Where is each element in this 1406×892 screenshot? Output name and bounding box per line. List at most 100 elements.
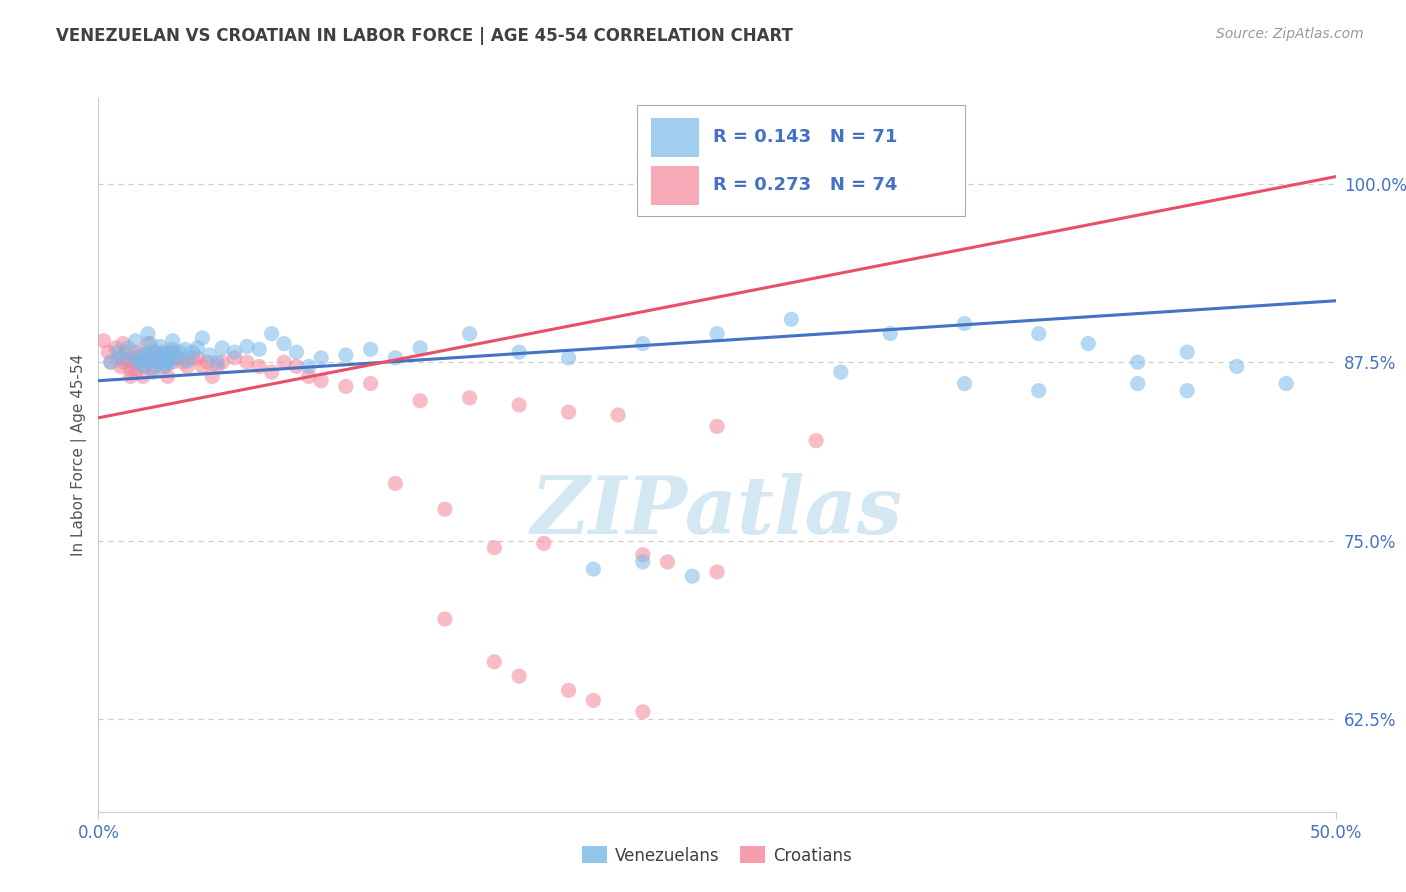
Point bbox=[335, 348, 357, 362]
Point bbox=[582, 562, 605, 576]
Point bbox=[706, 419, 728, 434]
Point bbox=[107, 351, 129, 365]
Point bbox=[484, 541, 506, 555]
Point bbox=[309, 374, 332, 388]
Point bbox=[780, 312, 803, 326]
Point bbox=[181, 351, 204, 365]
Point bbox=[1126, 355, 1149, 369]
Point bbox=[132, 359, 155, 374]
Point bbox=[127, 355, 149, 369]
Point bbox=[127, 355, 149, 369]
Point bbox=[285, 359, 308, 374]
Point bbox=[631, 336, 654, 351]
Point bbox=[112, 336, 135, 351]
Point bbox=[100, 355, 122, 369]
Point bbox=[132, 369, 155, 384]
Point bbox=[1175, 384, 1198, 398]
Point bbox=[224, 345, 246, 359]
Point bbox=[804, 434, 827, 448]
Point bbox=[247, 343, 270, 357]
Point bbox=[134, 353, 156, 368]
Point bbox=[136, 355, 159, 369]
Point bbox=[657, 555, 679, 569]
Point bbox=[607, 408, 630, 422]
Point bbox=[186, 351, 208, 365]
Point bbox=[458, 391, 481, 405]
Point bbox=[152, 359, 174, 374]
Point bbox=[143, 345, 166, 359]
Point bbox=[156, 369, 179, 384]
Point bbox=[533, 536, 555, 550]
Point bbox=[1226, 359, 1249, 374]
Point bbox=[149, 355, 172, 369]
Point bbox=[1175, 345, 1198, 359]
Point bbox=[360, 343, 382, 357]
Point bbox=[156, 353, 179, 368]
Point bbox=[384, 351, 406, 365]
Point bbox=[155, 357, 177, 371]
Point bbox=[169, 345, 191, 359]
Point bbox=[273, 336, 295, 351]
Point bbox=[117, 341, 139, 355]
Point bbox=[260, 365, 283, 379]
Point bbox=[830, 365, 852, 379]
Point bbox=[384, 476, 406, 491]
Point bbox=[110, 359, 132, 374]
Point bbox=[631, 548, 654, 562]
Point bbox=[298, 359, 321, 374]
Point bbox=[557, 405, 579, 419]
Point bbox=[186, 341, 208, 355]
Point bbox=[117, 353, 139, 368]
Point bbox=[1028, 326, 1050, 341]
Point bbox=[508, 398, 530, 412]
Point bbox=[1028, 384, 1050, 398]
Point bbox=[132, 348, 155, 362]
Point bbox=[236, 355, 259, 369]
Point bbox=[582, 693, 605, 707]
Point bbox=[557, 351, 579, 365]
Point bbox=[152, 345, 174, 359]
Point bbox=[114, 345, 136, 359]
Point bbox=[285, 345, 308, 359]
Point bbox=[191, 359, 214, 374]
Point bbox=[176, 359, 198, 374]
Point bbox=[124, 345, 146, 359]
Point bbox=[298, 369, 321, 384]
Point bbox=[162, 334, 184, 348]
Point bbox=[335, 379, 357, 393]
Text: ZIPatlas: ZIPatlas bbox=[531, 474, 903, 550]
Point bbox=[681, 569, 703, 583]
Point bbox=[201, 369, 224, 384]
Point bbox=[112, 355, 135, 369]
Point bbox=[953, 317, 976, 331]
Point bbox=[146, 351, 169, 365]
Text: Source: ZipAtlas.com: Source: ZipAtlas.com bbox=[1216, 27, 1364, 41]
Point bbox=[107, 345, 129, 359]
Point bbox=[93, 334, 115, 348]
Point bbox=[136, 326, 159, 341]
Point bbox=[166, 351, 188, 365]
Point bbox=[139, 351, 162, 365]
Point bbox=[484, 655, 506, 669]
Point bbox=[104, 341, 127, 355]
Point bbox=[273, 355, 295, 369]
Point bbox=[136, 345, 159, 359]
Point bbox=[122, 355, 145, 369]
Point bbox=[112, 351, 135, 365]
Point bbox=[198, 348, 221, 362]
Point bbox=[1275, 376, 1298, 391]
Point bbox=[1126, 376, 1149, 391]
Point bbox=[149, 355, 172, 369]
Point bbox=[557, 683, 579, 698]
Point bbox=[176, 353, 198, 368]
Point bbox=[156, 345, 179, 359]
Point bbox=[162, 343, 184, 357]
Point bbox=[309, 351, 332, 365]
Point bbox=[155, 348, 177, 362]
Point bbox=[508, 345, 530, 359]
Point bbox=[706, 326, 728, 341]
Point bbox=[879, 326, 901, 341]
Point bbox=[124, 334, 146, 348]
Point bbox=[124, 351, 146, 365]
Point bbox=[120, 362, 142, 376]
